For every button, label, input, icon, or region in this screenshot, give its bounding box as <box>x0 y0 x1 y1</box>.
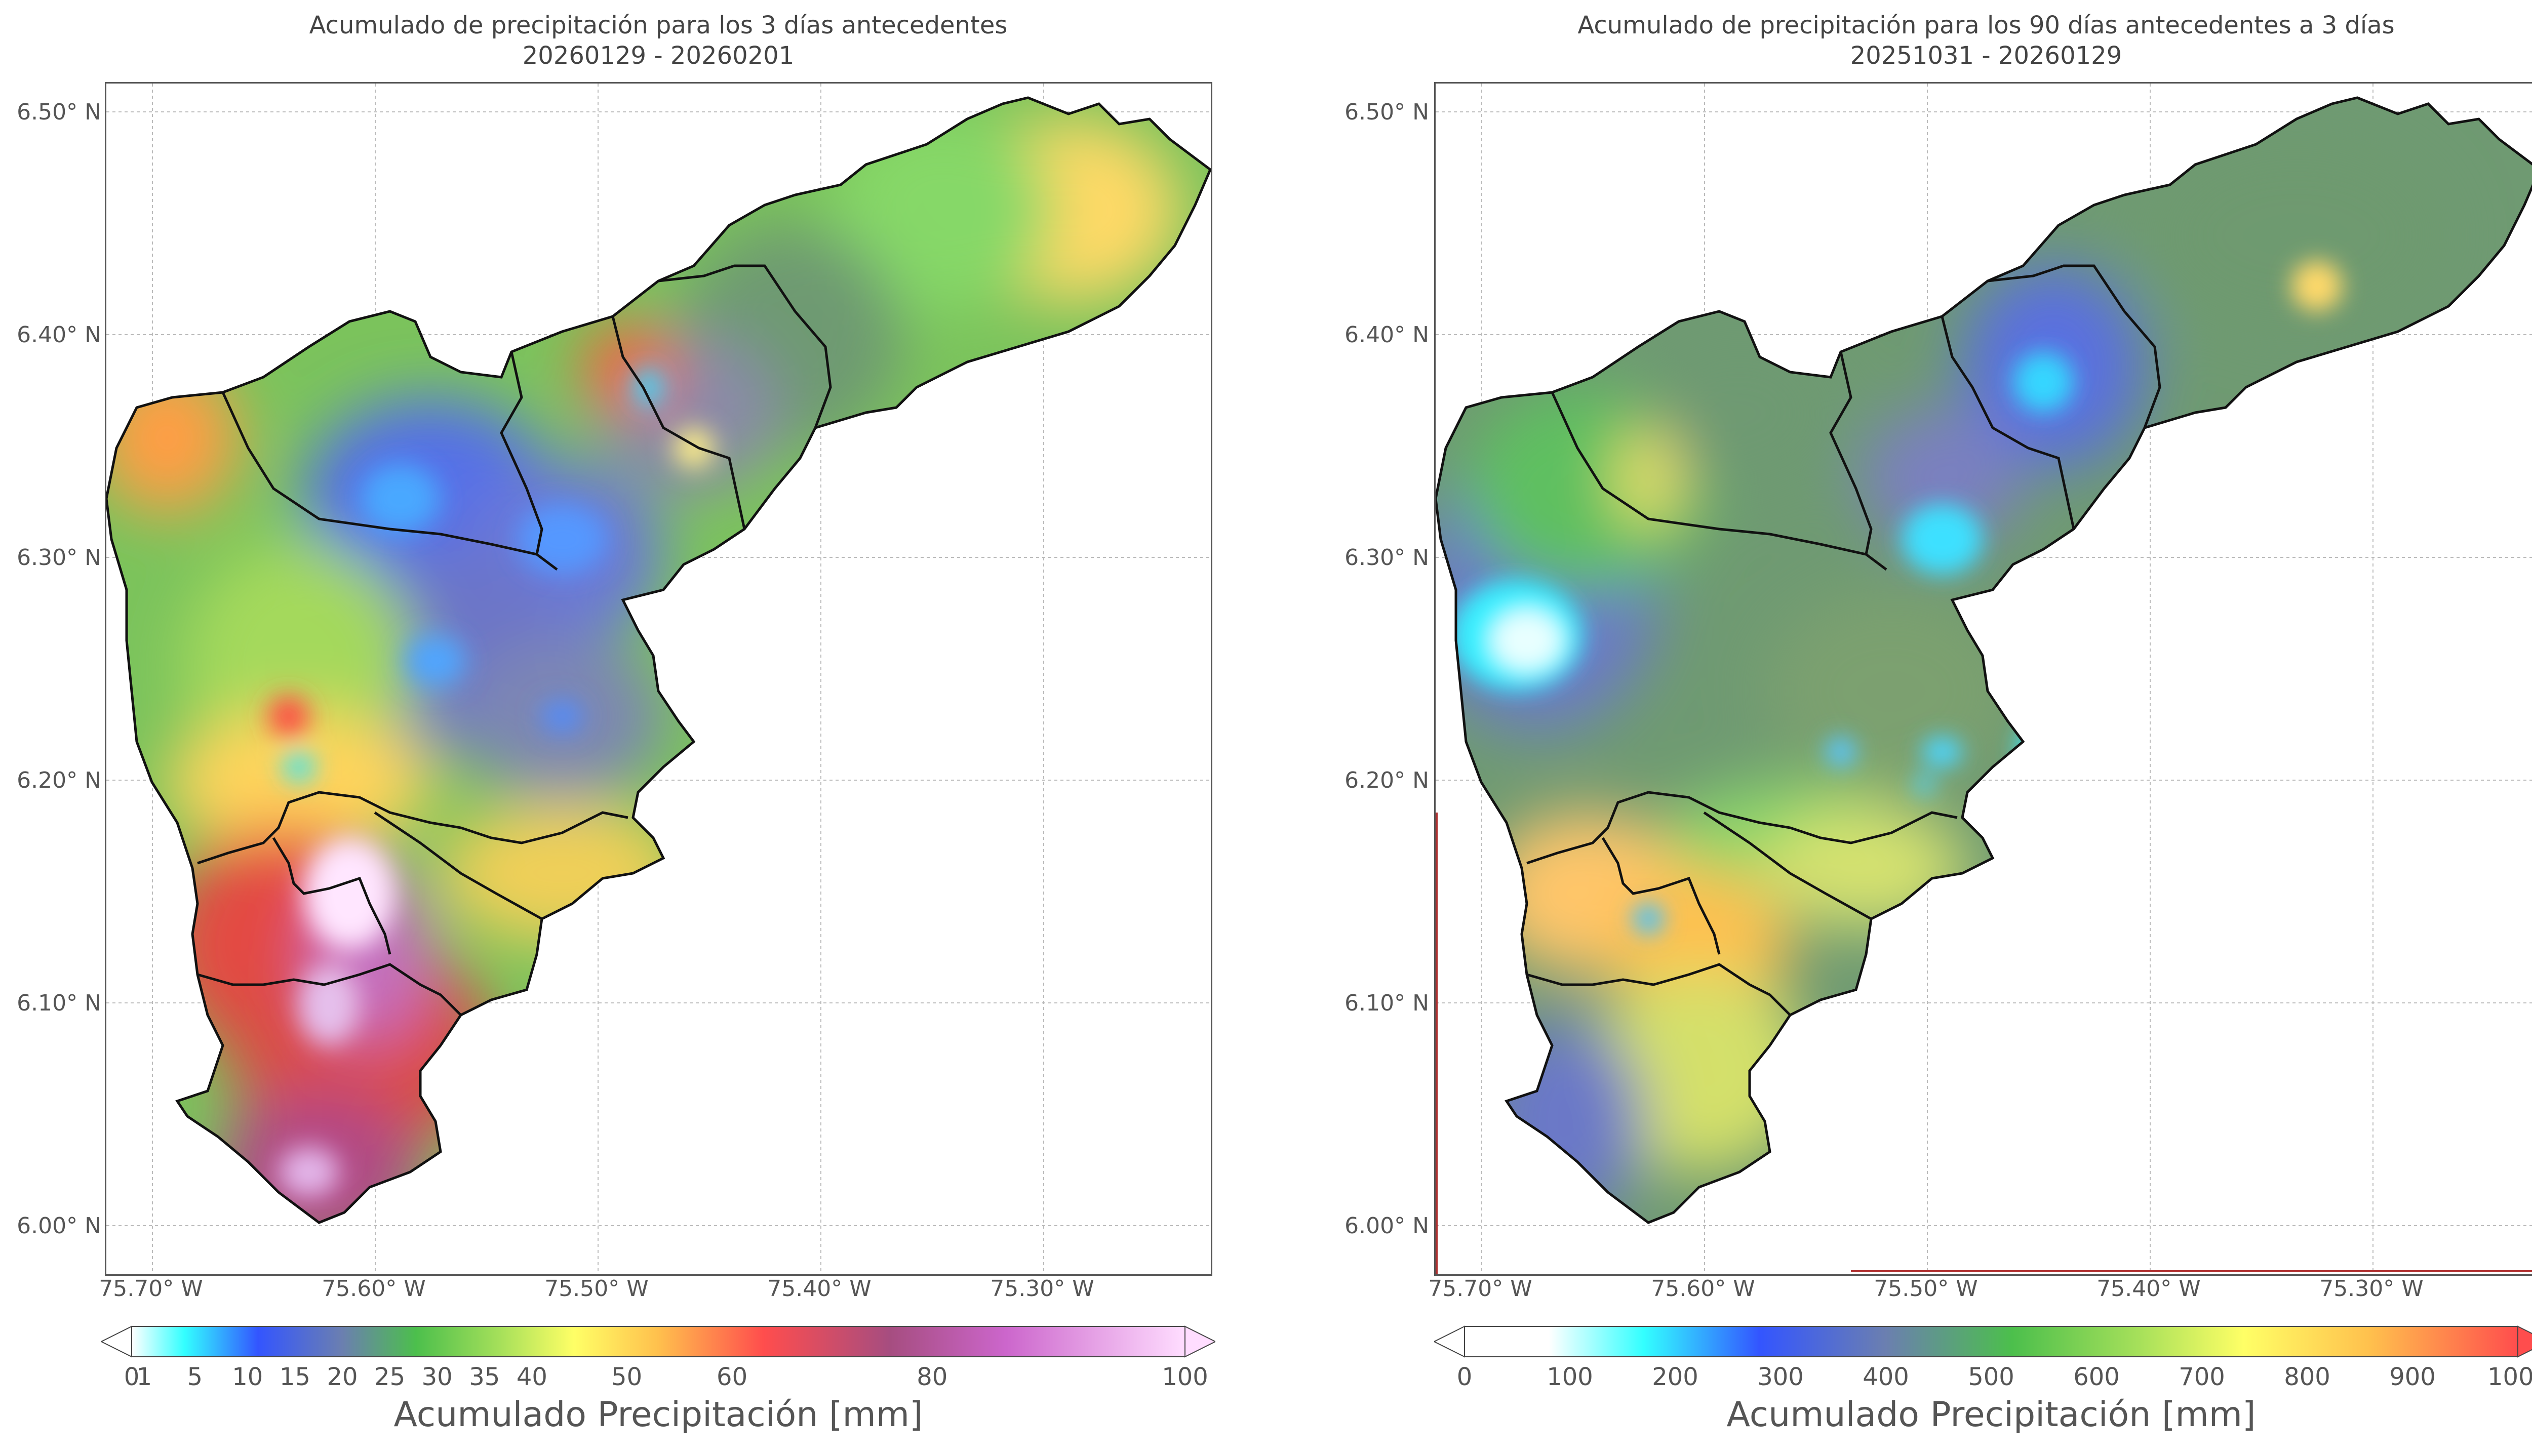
right-xtick-label: 75.30° W <box>2319 1276 2424 1302</box>
left-precip-field <box>106 98 1210 1223</box>
colorbar-tick-label: 60 <box>717 1363 748 1391</box>
colorbar-tick-label: 400 <box>1863 1363 1909 1391</box>
colorbar-tick-label: 35 <box>469 1363 500 1391</box>
right-xtick-label: 75.70° W <box>1428 1276 1532 1302</box>
left-ytick-label: 6.40° N <box>17 322 101 348</box>
left-ytick-label: 6.30° N <box>17 545 101 571</box>
right-ytick-label: 6.30° N <box>1344 545 1429 571</box>
left-xtick-label: 75.70° W <box>99 1276 203 1302</box>
left-colorbar-max-arrow <box>1184 1325 1215 1358</box>
left-panel: Acumulado de precipitación para los 3 dí… <box>17 11 1215 1435</box>
left-colorbar <box>101 1325 1215 1358</box>
left-xtick-label: 75.30° W <box>990 1276 1094 1302</box>
right-municipal-boundaries <box>1526 264 2161 1016</box>
right-xtick-label: 75.60° W <box>1651 1276 1755 1302</box>
left-ytick-label: 6.00° N <box>17 1213 101 1239</box>
colorbar-tick-label: 1 <box>136 1363 152 1391</box>
colorbar-tick-label: 700 <box>2179 1363 2225 1391</box>
right-precip-field <box>1436 98 2532 1223</box>
colorbar-tick-label: 600 <box>2073 1363 2120 1391</box>
colorbar-tick-label: 5 <box>187 1363 203 1391</box>
colorbar-tick-label: 0 <box>124 1363 140 1391</box>
right-ytick-label: 6.50° N <box>1344 99 1429 125</box>
colorbar-tick-label: 20 <box>327 1363 358 1391</box>
left-ytick-label: 6.20° N <box>17 767 101 793</box>
right-panel: Acumulado de precipitación para los 90 d… <box>1277 0 2532 1456</box>
left-title-line1: Acumulado de precipitación para los 3 dí… <box>309 11 1008 39</box>
colorbar-tick-label: 200 <box>1652 1363 1698 1391</box>
right-colorbar-max-arrow <box>2517 1325 2532 1358</box>
colorbar-tick-label: 800 <box>2284 1363 2330 1391</box>
right-xtick-label: 75.50° W <box>1874 1276 1978 1302</box>
colorbar-tick-label: 1000 <box>2487 1363 2532 1391</box>
colorbar-tick-label: 900 <box>2389 1363 2436 1391</box>
colorbar-tick-label: 30 <box>421 1363 453 1391</box>
colorbar-tick-label: 50 <box>611 1363 643 1391</box>
right-title-line1: Acumulado de precipitación para los 90 d… <box>1577 11 2395 39</box>
right-colorbar <box>1434 1325 2532 1358</box>
left-ytick-label: 6.50° N <box>17 99 101 125</box>
right-ytick-label: 6.00° N <box>1344 1213 1429 1239</box>
right-colorbar-label: Acumulado Precipitación [mm] <box>1726 1395 2256 1435</box>
colorbar-tick-label: 80 <box>917 1363 948 1391</box>
left-map <box>105 82 1212 1276</box>
colorbar-tick-label: 25 <box>374 1363 406 1391</box>
right-ytick-label: 6.10° N <box>1344 990 1429 1016</box>
left-ytick-label: 6.10° N <box>17 990 101 1016</box>
right-ytick-label: 6.40° N <box>1344 322 1429 348</box>
left-colorbar-min-arrow <box>101 1325 132 1358</box>
right-ytick-label: 6.20° N <box>1344 767 1429 793</box>
left-title-line2: 20260129 - 20260201 <box>522 42 795 70</box>
right-map <box>1434 82 2532 1276</box>
right-colorbar-min-arrow <box>1434 1325 1465 1358</box>
colorbar-tick-label: 300 <box>1757 1363 1804 1391</box>
colorbar-tick-label: 100 <box>1547 1363 1593 1391</box>
right-title-line2: 20251031 - 20260129 <box>1850 42 2122 70</box>
colorbar-tick-label: 15 <box>279 1363 310 1391</box>
colorbar-tick-label: 10 <box>232 1363 263 1391</box>
left-xtick-label: 75.60° W <box>322 1276 426 1302</box>
left-xtick-label: 75.50° W <box>544 1276 649 1302</box>
left-xtick-label: 75.40° W <box>767 1276 872 1302</box>
colorbar-tick-label: 100 <box>1162 1363 1208 1391</box>
right-xtick-label: 75.40° W <box>2096 1276 2201 1302</box>
colorbar-tick-label: 0 <box>1456 1363 1473 1391</box>
colorbar-tick-label: 40 <box>516 1363 547 1391</box>
left-colorbar-label: Acumulado Precipitación [mm] <box>393 1395 923 1435</box>
left-municipal-boundaries <box>197 264 832 1016</box>
colorbar-tick-label: 500 <box>1968 1363 2014 1391</box>
